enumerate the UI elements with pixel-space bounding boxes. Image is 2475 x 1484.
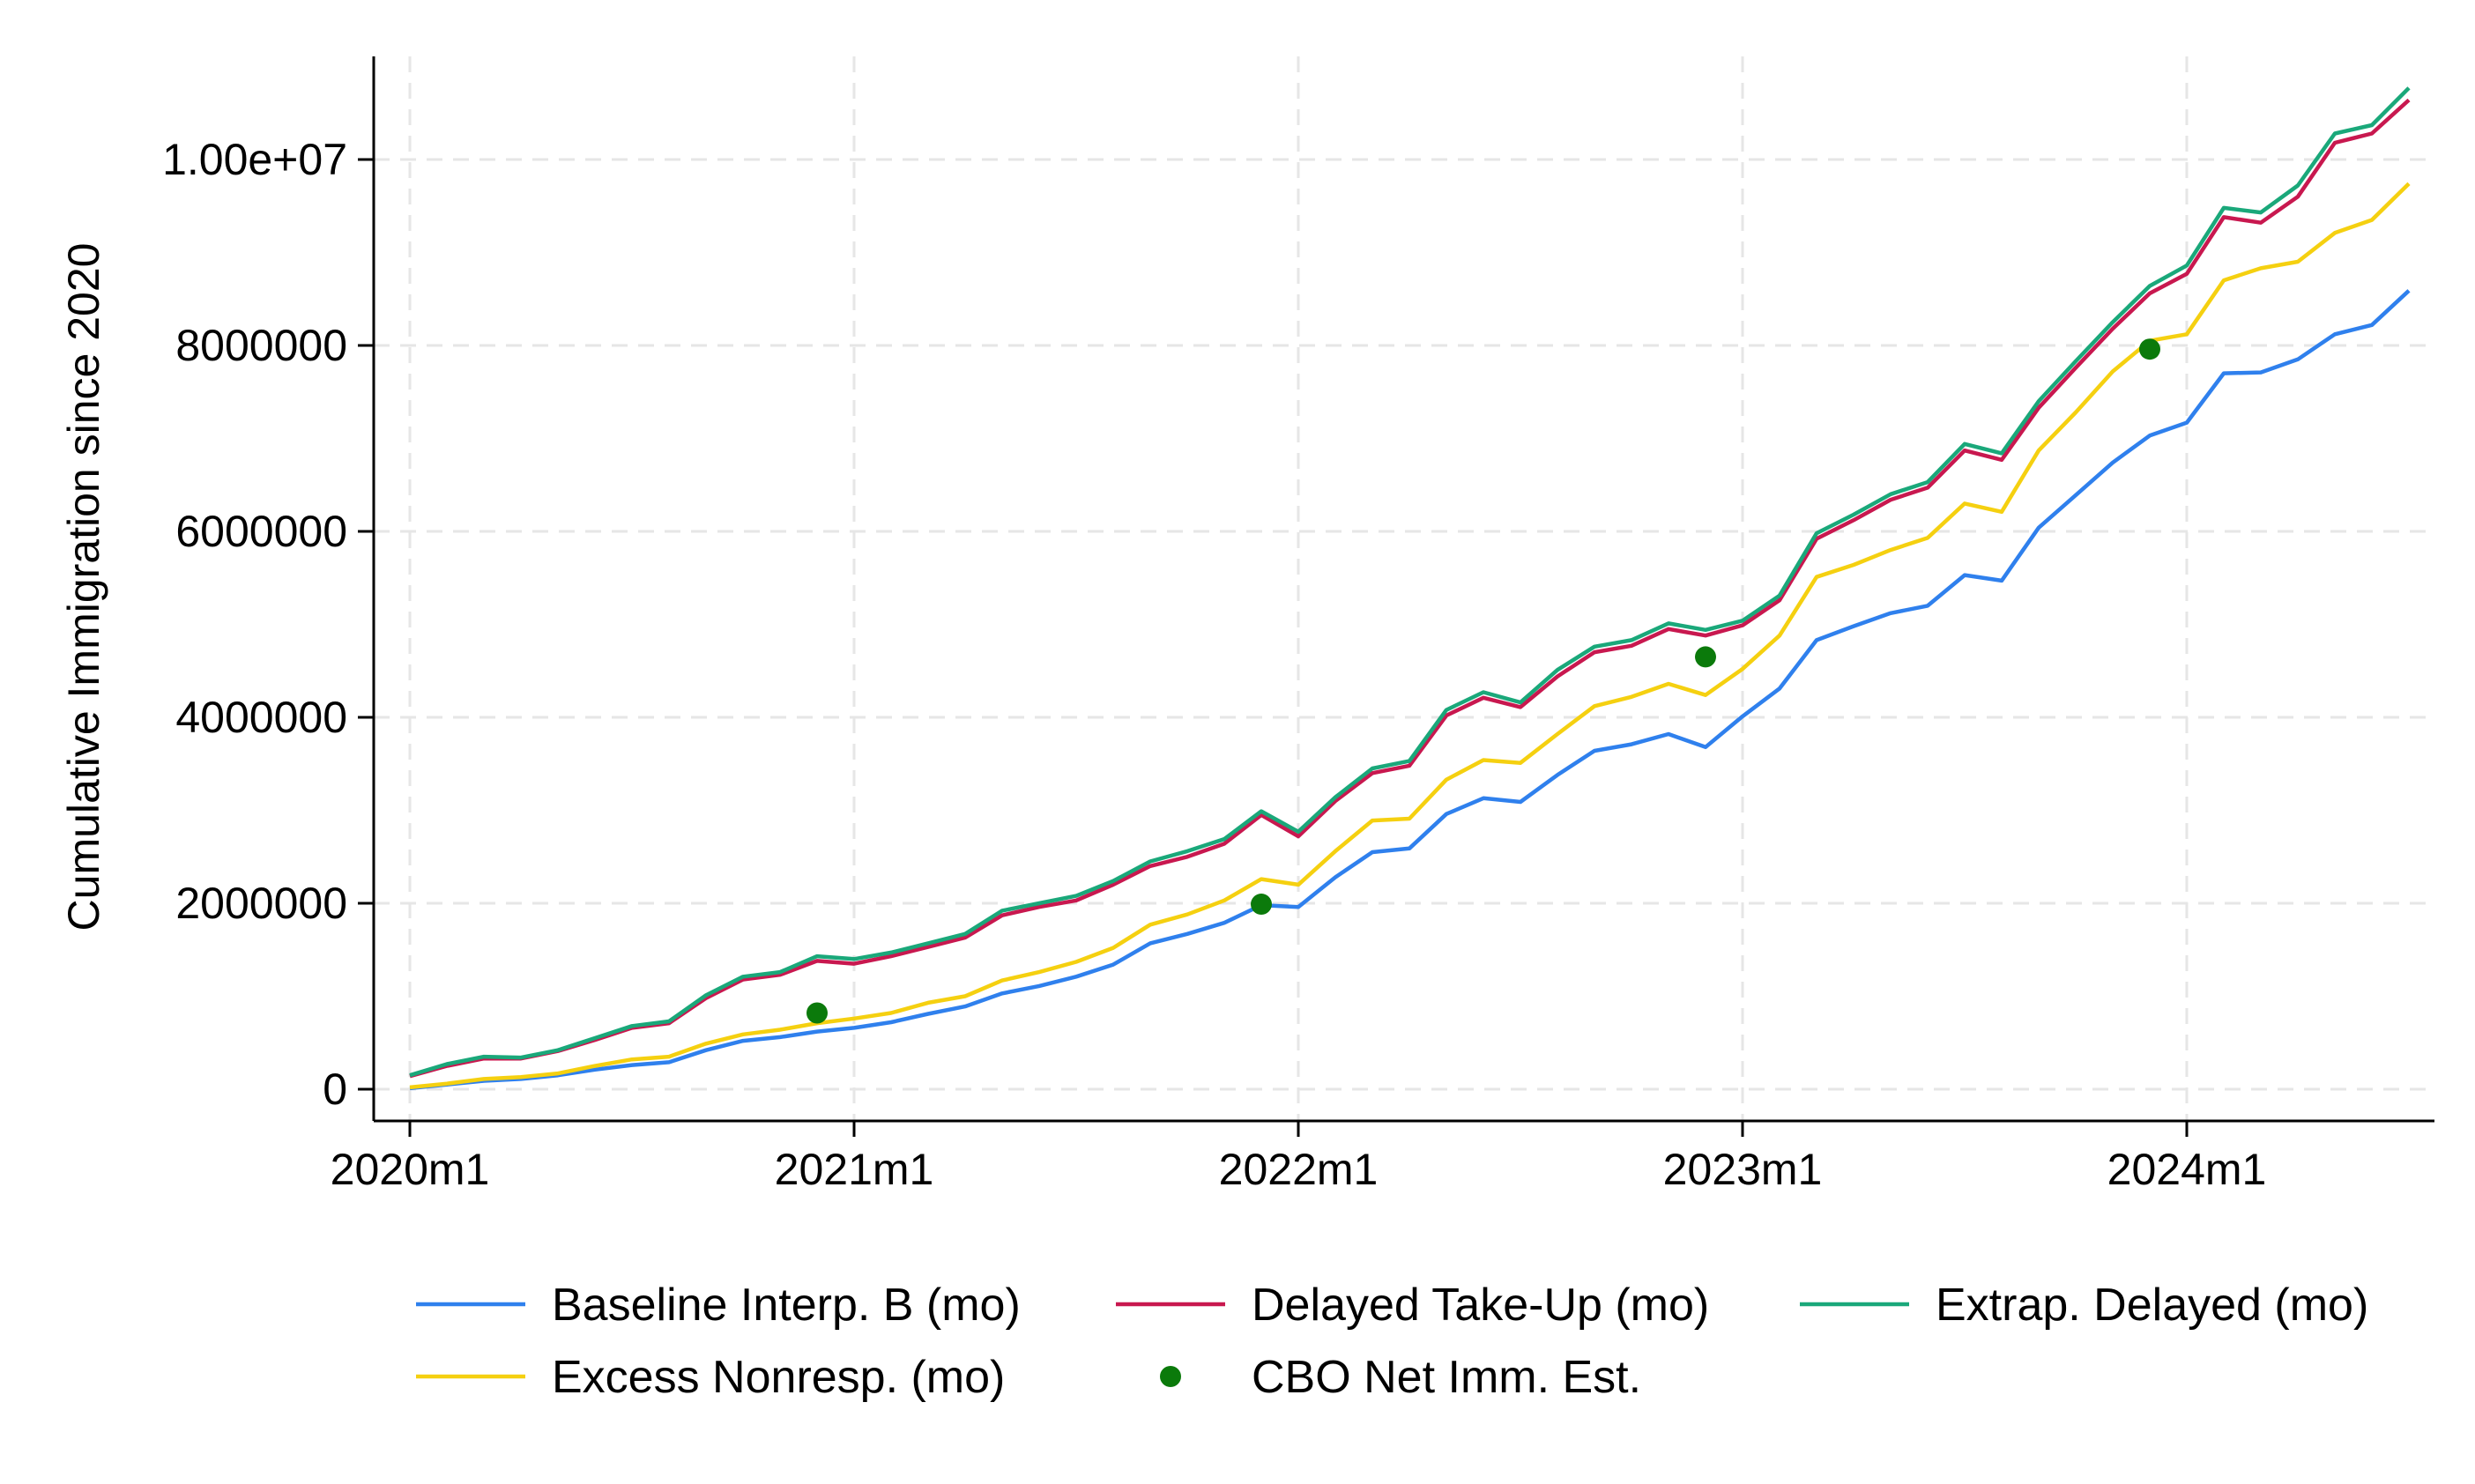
legend-item: Extrap. Delayed (mo) bbox=[1800, 1280, 2368, 1331]
legend-marker bbox=[1160, 1366, 1181, 1387]
y-tick-label: 6000000 bbox=[175, 507, 347, 556]
x-tick-label: 2020m1 bbox=[331, 1145, 490, 1194]
legend-item: Delayed Take-Up (mo) bbox=[1116, 1280, 1709, 1331]
legend-label: Baseline Interp. B (mo) bbox=[552, 1280, 1021, 1331]
x-tick-label: 2022m1 bbox=[1219, 1145, 1379, 1194]
series-line-extrap-delayed-mo bbox=[409, 86, 2411, 1078]
legend-label: Delayed Take-Up (mo) bbox=[1252, 1280, 1709, 1331]
x-tick-label: 2024m1 bbox=[2107, 1145, 2267, 1194]
y-tick-label: 1.00e+07 bbox=[162, 135, 347, 184]
x-tick-label: 2023m1 bbox=[1663, 1145, 1823, 1194]
legend-label: CBO Net Imm. Est. bbox=[1252, 1352, 1641, 1403]
y-tick-label: 4000000 bbox=[175, 693, 347, 742]
series-line-baseline-interp-b-mo bbox=[409, 289, 2411, 1091]
y-tick-label: 2000000 bbox=[175, 879, 347, 928]
legend-label: Extrap. Delayed (mo) bbox=[1936, 1280, 2368, 1331]
y-tick-label: 8000000 bbox=[175, 321, 347, 370]
series-line-excess-nonresp-mo bbox=[409, 182, 2411, 1090]
axes: 0 2000000 4000000 6000000 8000000 1.00e+07 202… bbox=[162, 56, 2434, 1194]
legend-label: Excess Nonresp. (mo) bbox=[552, 1352, 1005, 1403]
cbo-point bbox=[1251, 894, 1272, 916]
series-line-delayed-take-up-mo bbox=[409, 98, 2411, 1079]
y-axis-title: Cumulative Immigration since 2020 bbox=[59, 243, 108, 931]
gridlines bbox=[374, 56, 2434, 1121]
legend-item: Excess Nonresp. (mo) bbox=[416, 1352, 1005, 1403]
cbo-point bbox=[806, 1002, 828, 1024]
cbo-point bbox=[1695, 646, 1716, 668]
plot-area bbox=[409, 86, 2411, 1091]
legend-item: Baseline Interp. B (mo) bbox=[416, 1280, 1021, 1331]
legend: Baseline Interp. B (mo) Delayed Take-Up (… bbox=[416, 1280, 2368, 1403]
cbo-point bbox=[2139, 338, 2160, 360]
y-tick-label: 0 bbox=[323, 1065, 347, 1114]
x-tick-label: 2021m1 bbox=[775, 1145, 934, 1194]
legend-item: CBO Net Imm. Est. bbox=[1160, 1352, 1641, 1403]
